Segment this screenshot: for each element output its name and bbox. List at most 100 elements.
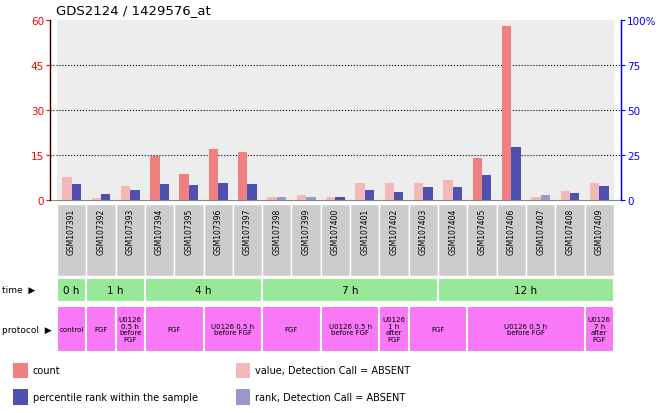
Text: GSM107408: GSM107408 bbox=[566, 208, 574, 254]
Text: GSM107402: GSM107402 bbox=[389, 208, 399, 254]
Bar bbox=[512, 147, 521, 200]
Bar bbox=[570, 194, 580, 200]
Text: GSM107395: GSM107395 bbox=[184, 208, 194, 254]
Bar bbox=[209, 150, 218, 200]
Text: 1 h: 1 h bbox=[107, 285, 124, 295]
Text: rank, Detection Call = ABSENT: rank, Detection Call = ABSENT bbox=[255, 392, 406, 402]
Bar bbox=[159, 185, 169, 200]
Text: U0126 0.5 h
before FGF: U0126 0.5 h before FGF bbox=[212, 323, 254, 336]
FancyBboxPatch shape bbox=[57, 306, 86, 352]
Text: GSM107403: GSM107403 bbox=[419, 208, 428, 254]
Bar bbox=[292, 21, 321, 200]
Bar bbox=[585, 21, 614, 200]
FancyBboxPatch shape bbox=[585, 306, 614, 352]
Bar bbox=[101, 195, 110, 200]
Bar bbox=[236, 363, 250, 378]
FancyBboxPatch shape bbox=[408, 306, 467, 352]
Text: GSM107397: GSM107397 bbox=[243, 208, 252, 254]
Bar bbox=[482, 175, 491, 200]
Bar bbox=[277, 197, 286, 200]
Text: U0126 0.5 h
before FGF: U0126 0.5 h before FGF bbox=[504, 323, 547, 336]
Text: count: count bbox=[33, 365, 60, 375]
Bar bbox=[473, 158, 482, 200]
Text: GSM107398: GSM107398 bbox=[272, 208, 282, 254]
Bar bbox=[555, 21, 585, 200]
FancyBboxPatch shape bbox=[145, 306, 204, 352]
Text: FGF: FGF bbox=[432, 326, 445, 332]
Bar bbox=[180, 175, 189, 200]
FancyBboxPatch shape bbox=[86, 204, 116, 277]
FancyBboxPatch shape bbox=[350, 204, 379, 277]
Bar bbox=[453, 188, 462, 200]
Text: percentile rank within the sample: percentile rank within the sample bbox=[33, 392, 198, 402]
Bar bbox=[444, 181, 453, 200]
Bar bbox=[262, 21, 292, 200]
Bar bbox=[236, 389, 250, 405]
Bar bbox=[467, 21, 496, 200]
Text: 0 h: 0 h bbox=[63, 285, 80, 295]
Bar bbox=[116, 21, 145, 200]
Bar bbox=[62, 178, 71, 200]
Text: FGF: FGF bbox=[167, 326, 181, 332]
Bar bbox=[13, 363, 28, 378]
Text: GSM107396: GSM107396 bbox=[214, 208, 223, 254]
Bar bbox=[335, 197, 345, 200]
Text: GDS2124 / 1429576_at: GDS2124 / 1429576_at bbox=[56, 4, 211, 17]
Bar bbox=[71, 185, 81, 200]
Bar bbox=[175, 21, 204, 200]
Text: GSM107400: GSM107400 bbox=[331, 208, 340, 254]
Bar bbox=[204, 21, 233, 200]
FancyBboxPatch shape bbox=[86, 306, 116, 352]
Bar bbox=[350, 21, 379, 200]
Text: 4 h: 4 h bbox=[195, 285, 212, 295]
FancyBboxPatch shape bbox=[467, 204, 496, 277]
FancyBboxPatch shape bbox=[496, 204, 526, 277]
Bar bbox=[238, 152, 247, 200]
FancyBboxPatch shape bbox=[57, 278, 86, 302]
Bar bbox=[394, 192, 403, 200]
Bar bbox=[424, 188, 433, 200]
Bar bbox=[438, 21, 467, 200]
FancyBboxPatch shape bbox=[408, 204, 438, 277]
Bar bbox=[321, 21, 350, 200]
Bar bbox=[121, 187, 130, 200]
Text: U0126
0.5 h
before
FGF: U0126 0.5 h before FGF bbox=[119, 317, 141, 342]
FancyBboxPatch shape bbox=[292, 204, 321, 277]
Bar bbox=[57, 21, 86, 200]
FancyBboxPatch shape bbox=[204, 306, 262, 352]
Text: GSM107409: GSM107409 bbox=[595, 208, 604, 254]
Text: GSM107401: GSM107401 bbox=[360, 208, 369, 254]
Bar bbox=[91, 199, 101, 200]
Text: U0126
7 h
after
FGF: U0126 7 h after FGF bbox=[588, 317, 611, 342]
Text: protocol  ▶: protocol ▶ bbox=[2, 325, 52, 334]
Bar bbox=[502, 26, 512, 200]
Text: 12 h: 12 h bbox=[514, 285, 537, 295]
Text: GSM107405: GSM107405 bbox=[477, 208, 486, 254]
Bar bbox=[600, 187, 609, 200]
Text: GSM107392: GSM107392 bbox=[97, 208, 105, 254]
FancyBboxPatch shape bbox=[57, 204, 86, 277]
Bar bbox=[561, 191, 570, 200]
FancyBboxPatch shape bbox=[379, 306, 408, 352]
FancyBboxPatch shape bbox=[321, 306, 379, 352]
Bar bbox=[526, 21, 555, 200]
Text: GSM107406: GSM107406 bbox=[507, 208, 516, 254]
Bar bbox=[268, 197, 277, 200]
Bar bbox=[247, 184, 257, 200]
Bar bbox=[541, 196, 550, 200]
Bar bbox=[365, 190, 374, 200]
Text: GSM107404: GSM107404 bbox=[448, 208, 457, 254]
FancyBboxPatch shape bbox=[233, 204, 262, 277]
Text: 7 h: 7 h bbox=[342, 285, 358, 295]
Text: GSM107407: GSM107407 bbox=[536, 208, 545, 254]
FancyBboxPatch shape bbox=[467, 306, 585, 352]
Text: U0126
1 h
after
FGF: U0126 1 h after FGF bbox=[383, 317, 406, 342]
Text: FGF: FGF bbox=[95, 326, 108, 332]
Bar bbox=[356, 184, 365, 200]
Bar bbox=[414, 184, 424, 200]
Bar bbox=[145, 21, 175, 200]
Text: GSM107393: GSM107393 bbox=[126, 208, 135, 254]
Text: FGF: FGF bbox=[285, 326, 298, 332]
Text: time  ▶: time ▶ bbox=[2, 286, 35, 294]
Bar bbox=[130, 190, 139, 200]
